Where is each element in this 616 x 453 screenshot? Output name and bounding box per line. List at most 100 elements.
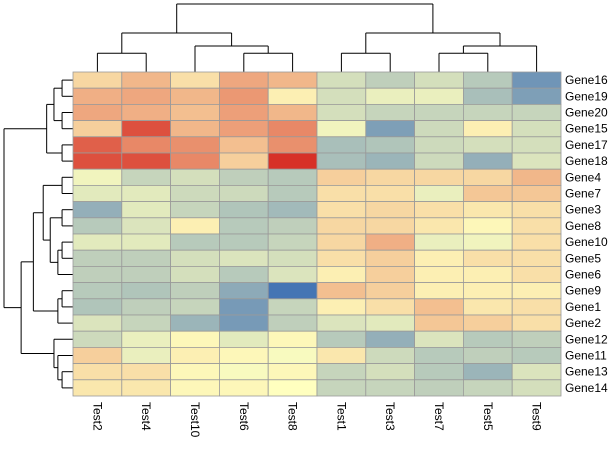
heatmap-cell-gene6-test9: [511, 265, 562, 283]
heatmap-cell-gene19-test1: [316, 87, 367, 105]
row-label: Gene10: [565, 235, 608, 249]
heatmap-cell-gene20-test3: [365, 104, 415, 122]
heatmap-cell-gene19-test4: [121, 87, 172, 105]
heatmap-cell-gene10-test2: [72, 233, 123, 251]
heatmap-cell-gene15-test9: [511, 120, 562, 138]
heatmap-cell-gene7-test7: [414, 184, 464, 202]
heatmap-cell-gene14-test7: [414, 379, 464, 397]
heatmap-cell-gene5-test2: [72, 249, 123, 267]
heatmap-cell-gene9-test7: [414, 282, 464, 300]
heatmap-cell-gene15-test8: [267, 120, 318, 138]
heatmap-cell-gene18-test8: [267, 152, 318, 170]
heatmap-cell-gene12-test8: [267, 330, 318, 348]
heatmap-cell-gene10-test8: [267, 233, 318, 251]
heatmap-cell-gene11-test9: [511, 346, 562, 364]
heatmap-cell-gene1-test2: [72, 298, 123, 316]
heatmap-cell-gene14-test6: [218, 379, 269, 397]
heatmap-cell-gene10-test10: [170, 233, 220, 251]
heatmap-cell-gene8-test7: [414, 217, 464, 235]
column-label: Test4: [139, 402, 153, 431]
heatmap-cell-gene14-test1: [316, 379, 367, 397]
heatmap-cell-gene9-test10: [170, 282, 220, 300]
heatmap-cell-gene4-test2: [72, 168, 123, 186]
heatmap-cell-gene19-test9: [511, 87, 562, 105]
heatmap-cell-gene8-test4: [121, 217, 172, 235]
heatmap-cell-gene4-test6: [218, 168, 269, 186]
heatmap-cell-gene15-test7: [414, 120, 464, 138]
heatmap-cell-gene2-test1: [316, 314, 367, 332]
heatmap-cell-gene12-test5: [462, 330, 513, 348]
heatmap-cell-gene11-test10: [170, 346, 220, 364]
row-label: Gene4: [565, 170, 601, 184]
heatmap-cell-gene8-test8: [267, 217, 318, 235]
heatmap-cell-gene3-test9: [511, 201, 562, 219]
heatmap-cell-gene16-test6: [218, 71, 269, 89]
heatmap-cell-gene10-test6: [218, 233, 269, 251]
heatmap-cell-gene1-test8: [267, 298, 318, 316]
row-label: Gene19: [565, 89, 608, 103]
heatmap-cell-gene8-test3: [365, 217, 415, 235]
column-label: Test3: [383, 402, 397, 431]
heatmap-cell-gene2-test3: [365, 314, 415, 332]
heatmap-cell-gene15-test2: [72, 120, 123, 138]
heatmap-cell-gene4-test7: [414, 168, 464, 186]
heatmap-cell-gene2-test5: [462, 314, 513, 332]
heatmap-cell-gene15-test10: [170, 120, 220, 138]
heatmap-cell-gene2-test4: [121, 314, 172, 332]
heatmap-cell-gene17-test5: [462, 136, 513, 154]
heatmap-cell-gene12-test1: [316, 330, 367, 348]
heatmap-cell-gene10-test9: [511, 233, 562, 251]
heatmap-cell-gene3-test5: [462, 201, 513, 219]
heatmap-cell-gene19-test5: [462, 87, 513, 105]
heatmap-cell-gene17-test6: [218, 136, 269, 154]
heatmap-cell-gene18-test6: [218, 152, 269, 170]
heatmap-cell-gene5-test4: [121, 249, 172, 267]
heatmap-cell-gene2-test7: [414, 314, 464, 332]
heatmap-cell-gene12-test3: [365, 330, 415, 348]
column-label: Test2: [90, 402, 104, 431]
row-label: Gene12: [565, 332, 608, 346]
heatmap-cell-gene12-test10: [170, 330, 220, 348]
heatmap-cell-gene6-test1: [316, 265, 367, 283]
heatmap-cell-gene2-test10: [170, 314, 220, 332]
heatmap-cell-gene9-test5: [462, 282, 513, 300]
heatmap-cell-gene6-test7: [414, 265, 464, 283]
column-label: Test6: [237, 402, 251, 431]
row-label: Gene6: [565, 268, 601, 282]
heatmap-cell-gene20-test7: [414, 104, 464, 122]
heatmap-cell-gene6-test5: [462, 265, 513, 283]
heatmap-cell-gene9-test9: [511, 282, 562, 300]
row-label: Gene8: [565, 219, 601, 233]
heatmap-cell-gene4-test4: [121, 168, 172, 186]
heatmap-cell-gene7-test8: [267, 184, 318, 202]
column-label: Test5: [481, 402, 495, 431]
heatmap-cell-gene4-test10: [170, 168, 220, 186]
heatmap-cell-gene7-test5: [462, 184, 513, 202]
row-dendrogram: [3, 79, 73, 389]
heatmap-cell-gene14-test10: [170, 379, 220, 397]
heatmap-cell-gene20-test4: [121, 104, 172, 122]
row-label: Gene17: [565, 138, 608, 152]
heatmap-cell-gene9-test3: [365, 282, 415, 300]
column-label: Test8: [286, 402, 300, 431]
heatmap-cell-gene2-test2: [72, 314, 123, 332]
heatmap-cell-gene13-test1: [316, 363, 367, 381]
heatmap-cell-gene17-test9: [511, 136, 562, 154]
heatmap-cell-gene2-test9: [511, 314, 562, 332]
heatmap-cell-gene7-test4: [121, 184, 172, 202]
heatmap-cell-gene8-test5: [462, 217, 513, 235]
heatmap-cell-gene14-test8: [267, 379, 318, 397]
heatmap-cell-gene14-test9: [511, 379, 562, 397]
heatmap-cell-gene14-test4: [121, 379, 172, 397]
heatmap-cell-gene3-test3: [365, 201, 415, 219]
heatmap-cell-gene13-test6: [218, 363, 269, 381]
heatmap-cell-gene11-test4: [121, 346, 172, 364]
column-label: Test10: [188, 402, 202, 438]
heatmap-cell-gene19-test7: [414, 87, 464, 105]
heatmap-cell-gene18-test7: [414, 152, 464, 170]
heatmap-cell-gene18-test3: [365, 152, 415, 170]
heatmap-cell-gene4-test9: [511, 168, 562, 186]
heatmap-cell-gene5-test10: [170, 249, 220, 267]
heatmap-cells: [72, 71, 562, 397]
heatmap-cell-gene9-test2: [72, 282, 123, 300]
